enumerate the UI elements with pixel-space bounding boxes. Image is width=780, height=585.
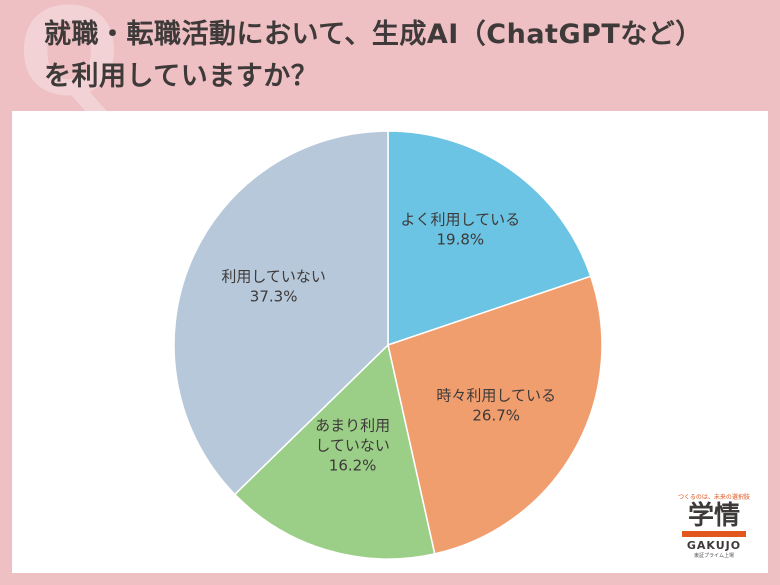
logo-tagline: つくるのは、未来の選択肢: [678, 494, 750, 501]
logo-name: GAKUJO: [686, 539, 742, 552]
pie-slice-0: [387, 130, 592, 347]
question-mark-decoration: Q: [18, 0, 121, 123]
chart-panel: よく利用している 19.8% 時々利用している 26.7% あまり利用していない 16.2…: [12, 111, 768, 573]
page-title: 就職・転職活動において、生成AI（ChatGPTなど） を利用していますか？: [44, 14, 760, 98]
title-line-2: を利用していますか？: [44, 61, 319, 92]
pie-slice-3: [173, 130, 389, 496]
pie-slice-2: [233, 343, 436, 560]
logo-bar: [682, 531, 746, 537]
title-line-1: 就職・転職活動において、生成AI（ChatGPTなど）: [44, 19, 703, 50]
slice-value-label-2: 16.2%: [329, 456, 377, 474]
slice-category-label-0: よく利用している: [401, 211, 521, 229]
slice-category-label-1: 時々利用している: [436, 386, 556, 404]
slice-value-label-1: 26.7%: [472, 406, 520, 424]
slice-category-label-2: あまり利用: [315, 416, 390, 434]
slice-category-label-3: 利用していない: [221, 267, 326, 285]
slice-value-label-0: 19.8%: [436, 231, 484, 249]
pie-slice-1: [387, 275, 603, 555]
gakujo-logo: つくるのは、未来の選択肢 学情 GAKUJO 東証プライム上場: [674, 492, 754, 559]
slice-category-label-2: していない: [315, 436, 390, 454]
slice-value-label-3: 37.3%: [250, 287, 298, 305]
logo-subtitle: 東証プライム上場: [694, 553, 734, 559]
logo-mark: 学情: [687, 501, 740, 531]
